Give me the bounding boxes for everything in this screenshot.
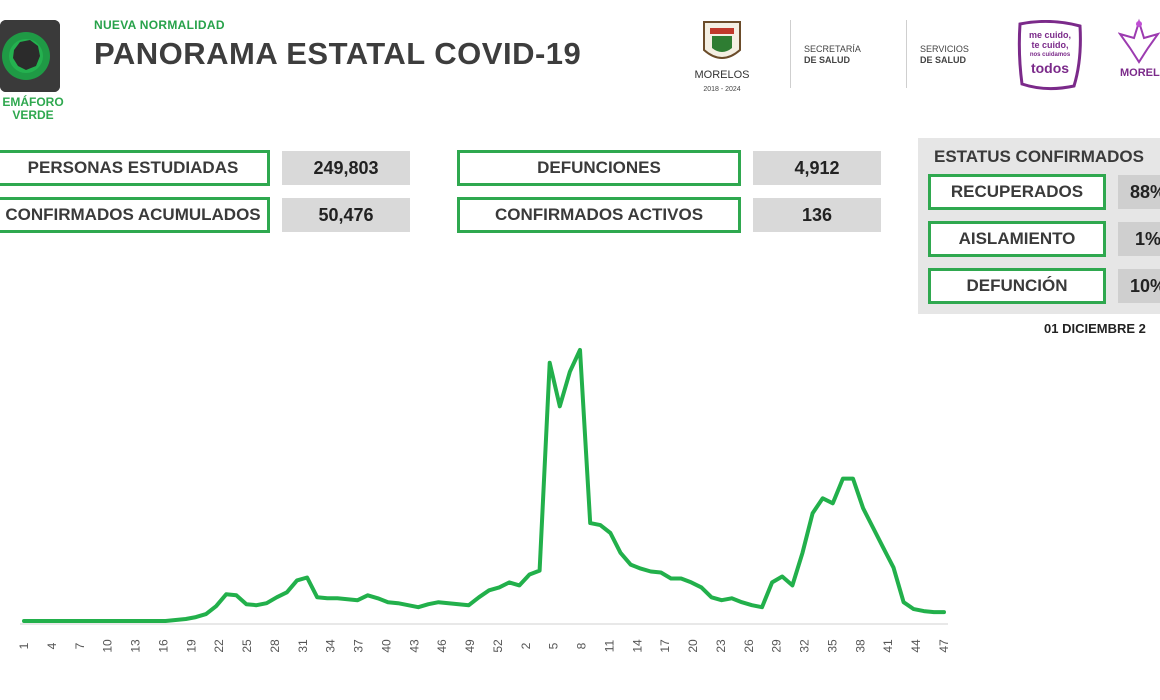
line-chart: 1 4 7 10 13 16 19 22 25 28 31 34 37 40 43 46 49 52 2 5 8 11 14… (17, 347, 951, 653)
x-tick-label: 17 (658, 639, 672, 653)
x-tick-label: 35 (826, 639, 840, 653)
page-title: PANORAMA ESTATAL COVID-19 (94, 36, 582, 71)
x-tick-label: 38 (853, 639, 867, 653)
morelos-years: 2018 - 2024 (703, 86, 741, 93)
x-tick-labels: 1 4 7 10 13 16 19 22 25 28 31 34 37 40 43 46 49 52 2 5 8 11 14… (17, 639, 951, 653)
report-date: 01 DICIEMBRE 2 (1044, 321, 1146, 336)
right-logo-text: MOREL (1120, 67, 1160, 79)
status-title: ESTATUS CONFIRMADOS (934, 147, 1144, 166)
status-aislamiento-value: 1% (1118, 222, 1160, 256)
confirmados-acumulados-value: 50,476 (282, 198, 410, 232)
x-tick-label: 2 (519, 642, 533, 649)
x-tick-label: 26 (742, 639, 756, 653)
x-tick-label: 7 (73, 642, 87, 649)
x-tick-label: 8 (575, 642, 589, 649)
status-recuperados-label: RECUPERADOS (928, 174, 1106, 210)
x-tick-label: 10 (101, 639, 115, 653)
status-recuperados-value: 88% (1118, 175, 1160, 209)
x-tick-label: 37 (352, 639, 366, 653)
x-tick-label: 14 (630, 639, 644, 653)
logo-divider (906, 20, 907, 88)
morelos-logo-text: MORELOS (694, 69, 750, 81)
status-defuncion-value: 10% (1118, 269, 1160, 303)
defunciones-value: 4,912 (753, 151, 881, 185)
x-tick-label: 16 (156, 639, 170, 653)
status-defuncion-label: DEFUNCIÓN (928, 268, 1106, 304)
x-tick-label: 34 (324, 639, 338, 653)
x-tick-label: 43 (407, 639, 421, 653)
x-tick-label: 11 (603, 639, 617, 652)
x-tick-label: 1 (17, 642, 31, 649)
confirmados-activos-label: CONFIRMADOS ACTIVOS (457, 197, 741, 233)
x-tick-label: 29 (770, 639, 784, 653)
x-tick-label: 40 (379, 639, 393, 653)
x-tick-label: 31 (296, 639, 310, 653)
x-tick-label: 46 (435, 639, 449, 653)
right-logo-icon (1117, 18, 1160, 68)
x-tick-label: 22 (212, 639, 226, 653)
x-tick-label: 32 (798, 639, 812, 653)
personas-estudiadas-label: PERSONAS ESTUDIADAS (0, 150, 270, 186)
x-tick-label: 23 (714, 639, 728, 653)
x-tick-label: 49 (463, 639, 477, 653)
series-line-group (22, 347, 946, 623)
servicios-logo: SERVICIOS DE SALUD (920, 44, 969, 65)
x-tick-label: 5 (547, 642, 561, 649)
header-kicker: NUEVA NORMALIDAD (94, 18, 225, 32)
x-tick-label: 41 (881, 639, 895, 653)
x-tick-label: 13 (129, 639, 143, 653)
x-tick-label: 47 (937, 639, 951, 653)
personas-estudiadas-value: 249,803 (282, 151, 410, 185)
logo-divider (790, 20, 791, 88)
status-aislamiento-label: AISLAMIENTO (928, 221, 1106, 257)
series-line (22, 347, 946, 623)
confirmados-activos-value: 136 (753, 198, 881, 232)
x-tick-label: 28 (268, 639, 282, 653)
x-tick-label: 19 (184, 639, 198, 653)
defunciones-label: DEFUNCIONES (457, 150, 741, 186)
confirmados-acumulados-label: CONFIRMADOS ACUMULADOS (0, 197, 270, 233)
campaign-logo: me cuido, te cuido, nos cuidamos todos (1016, 20, 1084, 92)
x-tick-label: 20 (686, 639, 700, 653)
secretaria-logo: SECRETARÍA DE SALUD (804, 44, 861, 65)
x-tick-label: 25 (240, 639, 254, 653)
morelos-shield-icon (702, 20, 742, 66)
x-tick-label: 52 (491, 639, 505, 653)
semaforo-label: EMÁFORO VERDE (2, 95, 64, 122)
x-tick-label: 44 (909, 639, 923, 653)
x-tick-label: 4 (45, 642, 59, 649)
semaforo-icon (0, 20, 60, 92)
